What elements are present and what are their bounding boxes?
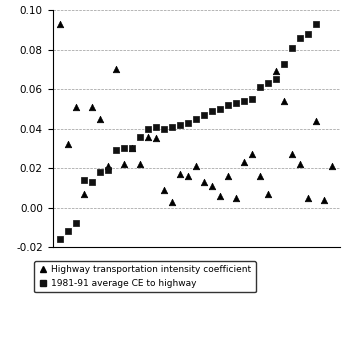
Point <box>66 142 71 147</box>
Point <box>130 146 135 151</box>
Point <box>201 179 207 185</box>
Point <box>90 104 95 110</box>
Point <box>185 120 191 126</box>
Point <box>193 163 199 169</box>
Point <box>233 100 239 106</box>
Point <box>209 183 215 189</box>
Point <box>161 187 167 192</box>
Point <box>233 195 239 200</box>
Point <box>201 112 207 118</box>
Point <box>305 195 310 200</box>
Point <box>138 134 143 139</box>
Point <box>273 69 279 74</box>
Point <box>121 161 127 167</box>
Point <box>329 163 334 169</box>
Point <box>185 173 191 179</box>
Point <box>82 191 87 197</box>
Point <box>74 104 79 110</box>
Point <box>273 76 279 82</box>
Point <box>153 124 159 129</box>
Point <box>90 179 95 185</box>
Point <box>121 146 127 151</box>
Point <box>138 161 143 167</box>
Point <box>58 236 63 242</box>
Point <box>289 45 294 50</box>
Point <box>105 163 111 169</box>
Point <box>145 126 151 131</box>
Point <box>161 126 167 131</box>
Point <box>217 106 223 112</box>
Point <box>225 173 231 179</box>
Point <box>281 98 287 104</box>
Point <box>153 136 159 141</box>
Point <box>217 193 223 198</box>
Point <box>265 191 271 197</box>
Point <box>265 81 271 86</box>
Point <box>98 169 103 175</box>
Point <box>313 21 319 27</box>
Point <box>113 67 119 72</box>
Point <box>257 173 262 179</box>
Point <box>145 134 151 139</box>
Point <box>98 116 103 121</box>
Point <box>177 171 183 177</box>
Point <box>66 228 71 234</box>
Point <box>257 84 262 90</box>
Point <box>241 98 247 104</box>
Point <box>321 197 326 202</box>
Point <box>82 177 87 182</box>
Point <box>58 21 63 27</box>
Point <box>74 221 79 226</box>
Point <box>313 118 319 123</box>
Point <box>105 167 111 173</box>
Point <box>249 152 254 157</box>
Point <box>169 199 175 204</box>
Point <box>281 61 287 66</box>
Point <box>225 102 231 108</box>
Point <box>113 147 119 153</box>
Point <box>297 35 302 41</box>
Point <box>241 159 247 165</box>
Point <box>177 122 183 128</box>
Point <box>297 161 302 167</box>
Point <box>249 96 254 102</box>
Point <box>289 152 294 157</box>
Legend: Highway transportation intensity coefficient, 1981-91 average CE to highway: Highway transportation intensity coeffic… <box>34 261 256 293</box>
Point <box>193 116 199 121</box>
Point <box>130 146 135 151</box>
Point <box>169 124 175 129</box>
Point <box>209 108 215 114</box>
Point <box>305 31 310 37</box>
